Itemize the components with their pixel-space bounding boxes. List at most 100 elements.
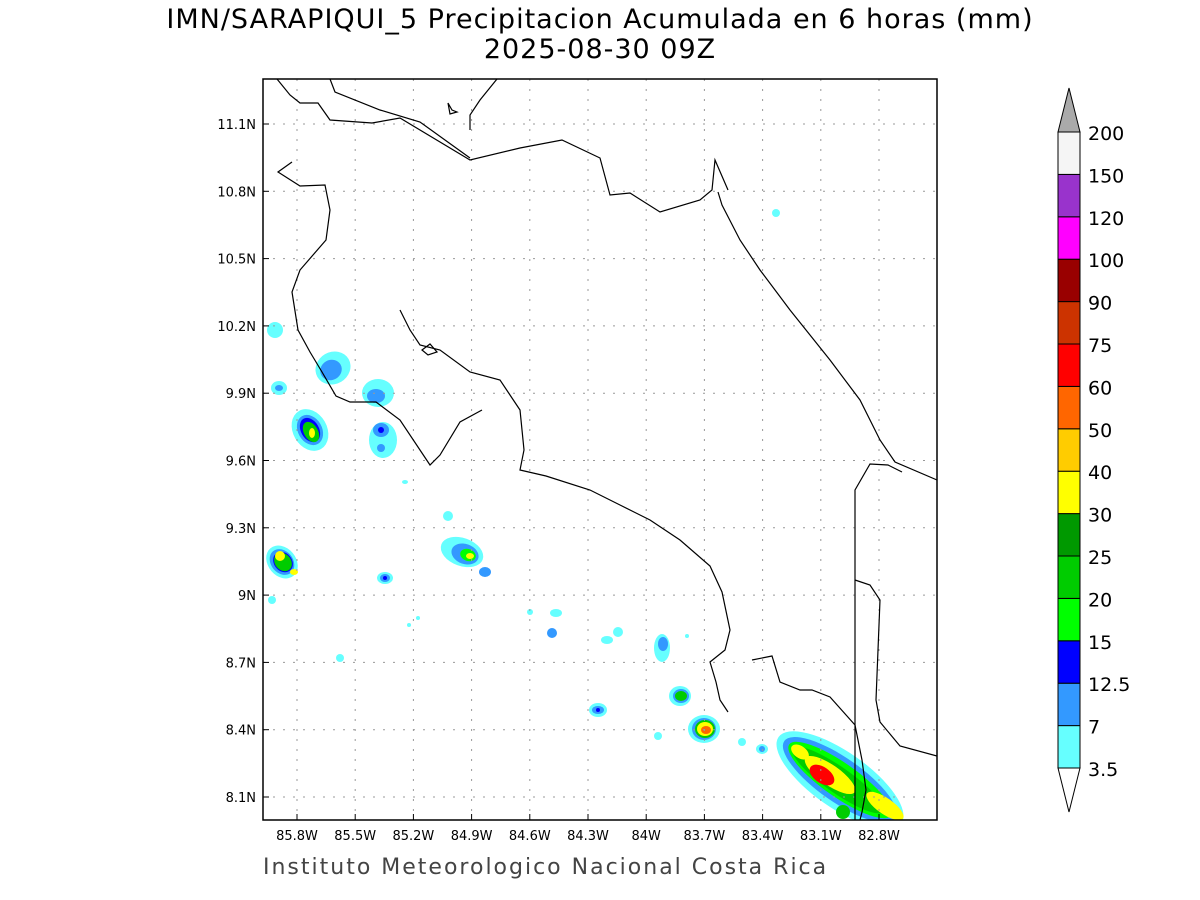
precip-cell [407, 623, 411, 627]
precip-cell [550, 609, 562, 617]
lon-tick-label: 82.8W [858, 829, 900, 844]
lat-tick-label: 10.8N [217, 185, 256, 200]
lon-tick-label: 85.5W [334, 829, 376, 844]
colorbar-swatch [1057, 258, 1081, 303]
precip-cell [658, 637, 668, 651]
lon-tick-label: 84W [631, 829, 661, 844]
precip-cell [791, 744, 809, 760]
precip-cell [738, 738, 746, 746]
lon-tick-label: 83.7W [683, 829, 725, 844]
precip-cell [309, 428, 315, 438]
lon-tick-label: 84.9W [451, 829, 493, 844]
colorbar-label: 50 [1088, 420, 1112, 442]
precip-cell [367, 389, 385, 403]
longitude-labels: 85.8W 85.5W 85.2W 84.9W 84.6W 84.3W 84W 83.7W 83… [276, 829, 900, 844]
colorbar-label: 60 [1088, 377, 1112, 399]
lon-tick-label: 83.4W [742, 829, 784, 844]
lat-tick-label: 8.4N [226, 724, 256, 739]
colorbar-label: 200 [1088, 123, 1124, 145]
precip-cell [466, 553, 474, 559]
colorbar-swatch [1057, 343, 1081, 387]
colorbar-label: 25 [1088, 547, 1112, 569]
colorbar-label: 150 [1088, 165, 1124, 187]
lon-tick-label: 83.1W [800, 829, 842, 844]
lat-tick-label: 9.3N [226, 522, 256, 537]
precip-cell [866, 791, 904, 820]
precip-cell [596, 708, 600, 712]
map-frame [262, 78, 938, 821]
colorbar-swatch [1057, 428, 1081, 472]
precip-cell [654, 732, 662, 740]
colorbar-swatch [1057, 725, 1081, 769]
lat-tick-label: 9.6N [226, 455, 256, 470]
precip-cell [383, 576, 387, 580]
lon-tick-label: 85.8W [276, 829, 318, 844]
lat-tick-label: 9N [238, 589, 256, 604]
precip-cell [601, 636, 613, 644]
map-subtitle: 2025-08-30 09Z [483, 34, 717, 65]
colorbar-label: 120 [1088, 208, 1124, 230]
lon-tick-label: 84.6W [509, 829, 551, 844]
precip-cell [402, 480, 408, 484]
lat-tick-label: 10.2N [217, 320, 256, 335]
precip-cell [268, 596, 276, 604]
map-title: IMN/SARAPIQUI_5 Precipitacion Acumulada … [166, 4, 1034, 35]
colorbar-over-arrow [1057, 87, 1081, 133]
precip-cell [701, 726, 711, 734]
colorbar-swatch [1057, 513, 1081, 557]
precip-cell [809, 764, 835, 786]
precip-cell [479, 567, 491, 577]
precip-cell [547, 628, 557, 638]
precip-cell [320, 359, 342, 381]
coastlines [276, 79, 937, 820]
precip-cell [378, 427, 384, 433]
precip-cell [267, 322, 283, 338]
precip-cell [772, 209, 780, 217]
colorbar-label: 90 [1088, 293, 1112, 315]
colorbar-swatch [1057, 216, 1081, 260]
precip-cell [613, 627, 623, 637]
precip-cell [527, 609, 533, 615]
precip-cell [275, 385, 283, 391]
precip-cell [759, 746, 765, 752]
precipitation-fields [266, 209, 904, 820]
lat-tick-label: 11.1N [217, 118, 256, 133]
colorbar-under-arrow [1057, 767, 1081, 813]
colorbar-swatch [1057, 173, 1081, 218]
precip-cell [275, 551, 285, 561]
precip-cell [377, 444, 385, 452]
colorbar-label: 30 [1088, 505, 1112, 527]
colorbar-label: 3.5 [1088, 759, 1118, 781]
colorbar-label: 15 [1088, 632, 1112, 654]
colorbar-swatch [1057, 301, 1081, 345]
colorbar-label: 40 [1088, 462, 1112, 484]
lat-tick-label: 9.9N [226, 387, 256, 402]
latitude-labels: 11.1N 10.8N 10.5N 10.2N 9.9N 9.6N 9.3N 9N 8.7N 8.… [217, 118, 256, 806]
colorbar-swatch [1057, 597, 1081, 642]
lon-tick-label: 84.3W [567, 829, 609, 844]
colorbar-swatch [1057, 385, 1081, 430]
precip-cell [836, 805, 850, 819]
precip-cell [685, 634, 689, 638]
colorbar-swatch [1057, 470, 1081, 515]
precip-cell [416, 616, 420, 620]
colorbar-swatch [1057, 682, 1081, 727]
precip-cell [290, 569, 298, 575]
precip-cell [336, 654, 344, 662]
colorbar: 3.5 7 12.5 15 20 25 30 40 50 60 75 90 100 120 150 200 [1057, 87, 1130, 813]
precip-cell [443, 511, 453, 521]
colorbar-label: 7 [1088, 717, 1100, 739]
colorbar-label: 20 [1088, 589, 1112, 611]
lat-tick-label: 8.7N [226, 656, 256, 671]
grid-lines [263, 79, 937, 820]
colorbar-label: 75 [1088, 335, 1112, 357]
footer-credit: Instituto Meteorologico Nacional Costa R… [263, 855, 829, 880]
colorbar-swatch [1057, 555, 1081, 599]
colorbar-label: 12.5 [1088, 674, 1130, 696]
colorbar-swatch [1057, 131, 1081, 175]
colorbar-label: 100 [1088, 250, 1124, 272]
colorbar-swatch [1057, 640, 1081, 684]
precip-cell [675, 691, 687, 701]
lat-tick-label: 8.1N [226, 791, 256, 806]
